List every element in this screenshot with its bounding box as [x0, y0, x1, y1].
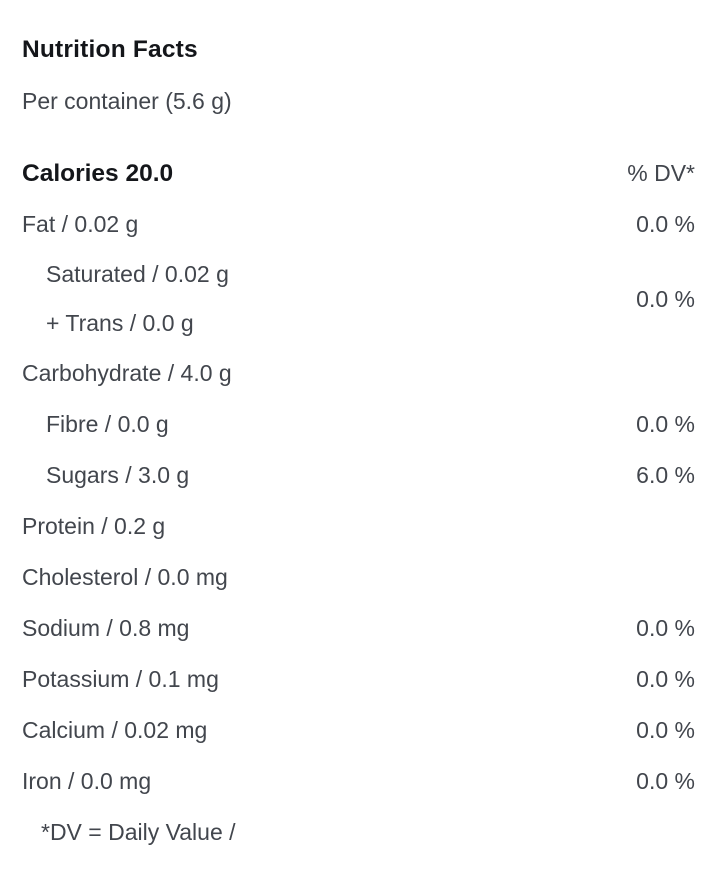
nutrient-row-iron: Iron / 0.0 mg 0.0 %	[22, 756, 695, 807]
serving-size-text: Per container (5.6 g)	[22, 88, 232, 114]
nutrient-label: + Trans / 0.0 g	[46, 310, 194, 336]
nutrient-label: Fat / 0.02 g	[22, 211, 139, 237]
nutrient-row-sodium: Sodium / 0.8 mg 0.0 %	[22, 603, 695, 654]
nutrient-dv-value: 6.0 %	[636, 462, 695, 488]
nutrient-label: Cholesterol / 0.0 mg	[22, 564, 228, 590]
section-divider-gap	[22, 127, 695, 148]
nutrient-row-sugars: Sugars / 3.0 g 6.0 %	[22, 450, 695, 501]
nutrient-label: Calcium / 0.02 mg	[22, 717, 208, 743]
nutrient-row-fibre: Fibre / 0.0 g 0.0 %	[22, 399, 695, 450]
nutrient-label: Potassium / 0.1 mg	[22, 666, 219, 692]
nutrient-dv-value: 0.0 %	[636, 717, 695, 743]
nutrient-row-saturated-trans: Saturated / 0.02 g + Trans / 0.0 g 0.0 %	[22, 250, 695, 348]
nutrient-dv-value: 0.0 %	[636, 211, 695, 237]
calories-row: Calories 20.0 % DV*	[22, 148, 695, 199]
nutrient-row-cholesterol: Cholesterol / 0.0 mg	[22, 552, 695, 603]
nutrient-dv-value: 0.0 %	[636, 411, 695, 437]
saturated-trans-lines: Saturated / 0.02 g + Trans / 0.0 g	[22, 250, 229, 348]
nutrient-label: Fibre / 0.0 g	[46, 411, 169, 437]
calories-value: Calories 20.0	[22, 160, 174, 187]
nutrient-row-carbohydrate: Carbohydrate / 4.0 g	[22, 348, 695, 399]
nutrient-dv-value: 0.0 %	[636, 615, 695, 641]
nutrient-label: Sugars / 3.0 g	[46, 462, 190, 488]
nutrient-row-protein: Protein / 0.2 g	[22, 501, 695, 552]
nutrient-label: Carbohydrate / 4.0 g	[22, 360, 232, 386]
dv-column-header: % DV*	[627, 160, 695, 186]
nutrient-label: Iron / 0.0 mg	[22, 768, 152, 794]
nutrient-label: Protein / 0.2 g	[22, 513, 166, 539]
nutrient-dv-value: 0.0 %	[636, 666, 695, 692]
nutrient-label: Saturated / 0.02 g	[46, 261, 229, 287]
nutrition-facts-title: Nutrition Facts	[22, 36, 198, 63]
daily-value-footnote: *DV = Daily Value /	[41, 819, 236, 845]
nutrient-row-potassium: Potassium / 0.1 mg 0.0 %	[22, 654, 695, 705]
nutrient-dv-value: 0.0 %	[636, 768, 695, 794]
nutrient-dv-value: 0.0 %	[636, 285, 695, 312]
nutrient-row-fat: Fat / 0.02 g 0.0 %	[22, 199, 695, 250]
nutrient-row-calcium: Calcium / 0.02 mg 0.0 %	[22, 705, 695, 756]
nutrient-label: Sodium / 0.8 mg	[22, 615, 190, 641]
